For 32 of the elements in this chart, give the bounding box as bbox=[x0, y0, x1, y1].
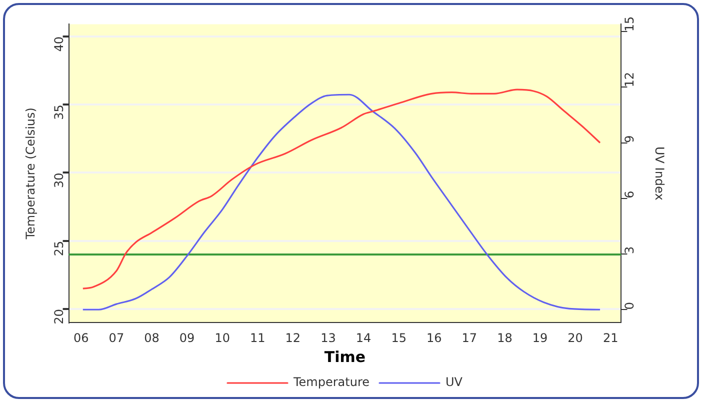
x-tick-label: 19 bbox=[532, 330, 548, 345]
x-tick-label: 10 bbox=[214, 330, 230, 345]
y-axis-title: Temperature (Celsius) bbox=[23, 108, 38, 240]
x-tick-label: 08 bbox=[144, 330, 160, 345]
x-tick-label: 13 bbox=[320, 330, 336, 345]
y2-tick-label: 3 bbox=[622, 246, 636, 254]
x-tick-label: 06 bbox=[74, 330, 89, 345]
y-tick-label: 35 bbox=[52, 104, 66, 120]
x-tick-label: 14 bbox=[356, 330, 372, 345]
y-tick-label: 25 bbox=[52, 240, 66, 256]
x-tick-label: 09 bbox=[179, 330, 195, 345]
y-tick-label: 20 bbox=[52, 308, 66, 324]
y2-axis-title: UV Index bbox=[652, 146, 667, 200]
x-axis-title: Time bbox=[324, 348, 366, 366]
legend-label: UV bbox=[446, 375, 464, 390]
x-tick-label: 07 bbox=[108, 330, 124, 345]
y2-tick-label: 9 bbox=[622, 135, 636, 143]
y2-tick-label: 15 bbox=[622, 16, 636, 32]
x-tick-label: 12 bbox=[285, 330, 301, 345]
y2-tick-label: 6 bbox=[622, 190, 636, 198]
x-tick-label: 17 bbox=[462, 330, 478, 345]
x-tick-label: 21 bbox=[602, 330, 618, 345]
x-tick-label: 11 bbox=[250, 330, 266, 345]
y-tick-label: 40 bbox=[52, 36, 66, 52]
x-tick-label: 15 bbox=[391, 330, 406, 345]
x-tick-label: 16 bbox=[426, 330, 442, 345]
x-tick-label: 20 bbox=[568, 330, 583, 345]
y2-tick-label: 0 bbox=[622, 302, 636, 310]
x-tick-label: 18 bbox=[497, 330, 512, 345]
y2-tick-label: 12 bbox=[622, 72, 636, 88]
legend-label: Temperature bbox=[292, 375, 370, 390]
y-tick-label: 30 bbox=[52, 172, 66, 188]
